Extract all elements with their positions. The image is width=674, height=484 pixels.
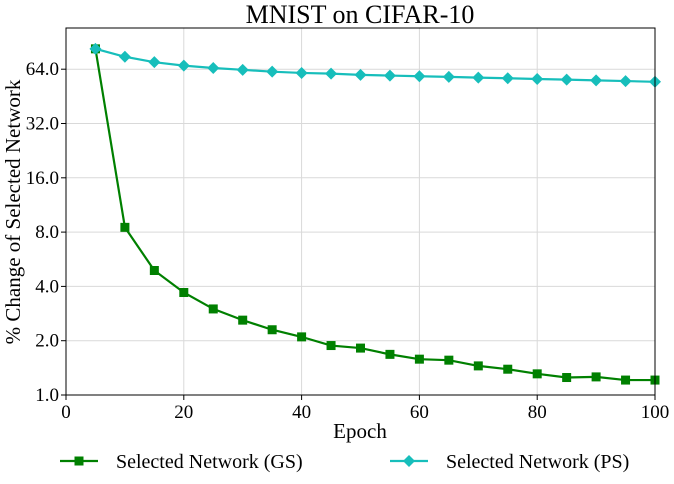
data-point [414,354,424,364]
data-point [413,70,426,83]
x-tick-label: 40 [292,402,311,423]
data-point [266,65,279,78]
data-point [354,68,367,81]
data-point [326,341,336,351]
data-point [297,332,307,342]
chart-title: MNIST on CIFAR-10 [246,0,475,29]
data-point [501,72,514,85]
y-tick-label: 32.0 [26,114,59,135]
series-line [94,48,655,382]
data-point [591,372,601,382]
y-tick-label: 8.0 [35,222,59,243]
data-point [560,73,573,86]
y-axis-ticks: 1.0 2.0 4.0 8.0 16.0 32.0 64.0 [26,59,66,406]
x-tick-label: 60 [410,402,429,423]
x-tick-label: 100 [641,402,670,423]
data-point [444,355,454,365]
y-tick-label: 4.0 [35,276,59,297]
data-point [208,304,218,314]
data-point [236,63,249,76]
data-point [532,369,542,379]
legend-marker [403,455,415,467]
data-point [179,288,189,298]
data-point [356,343,365,353]
data-point [562,373,572,383]
legend-label: Selected Network (GS) [116,451,303,473]
data-point [295,66,308,79]
data-point [89,42,102,55]
data-point [325,67,338,80]
legend-entry-1: Selected Network (GS) [60,451,303,473]
data-point [473,361,483,371]
y-axis-label: % Change of Selected Network [1,79,25,344]
data-point [238,315,248,325]
legend-marker [74,456,84,466]
data-point [149,266,159,276]
data-point [385,349,395,359]
x-axis-label: Epoch [333,419,387,443]
data-point [503,364,513,374]
data-point [148,56,161,69]
x-tick-label: 0 [61,402,71,423]
series-2 [89,42,661,88]
legend-label: Selected Network (PS) [446,451,629,473]
data-point [118,50,131,63]
data-point [267,325,277,335]
data-point [207,61,220,74]
data-point [531,72,544,85]
plot-frame [65,27,656,396]
data-point [177,59,190,72]
data-point [619,75,632,88]
data-point [383,69,396,82]
x-tick-label: 80 [528,402,547,423]
legend-entry-2: Selected Network (PS) [390,451,629,473]
data-point [120,222,130,232]
y-tick-label: 2.0 [35,331,59,352]
x-tick-label: 20 [174,402,193,423]
y-tick-label: 16.0 [26,168,59,189]
data-point [590,74,603,87]
y-tick-label: 1.0 [35,385,59,406]
series-1 [90,44,660,385]
y-tick-label: 64.0 [26,59,59,80]
data-point [442,70,455,83]
x-axis-ticks: 0 20 40 60 80 100 [61,395,669,423]
legend: Selected Network (GS) Selected Network (P… [60,451,629,473]
series-layer [89,42,661,385]
data-point [472,71,485,84]
data-point [621,375,631,385]
